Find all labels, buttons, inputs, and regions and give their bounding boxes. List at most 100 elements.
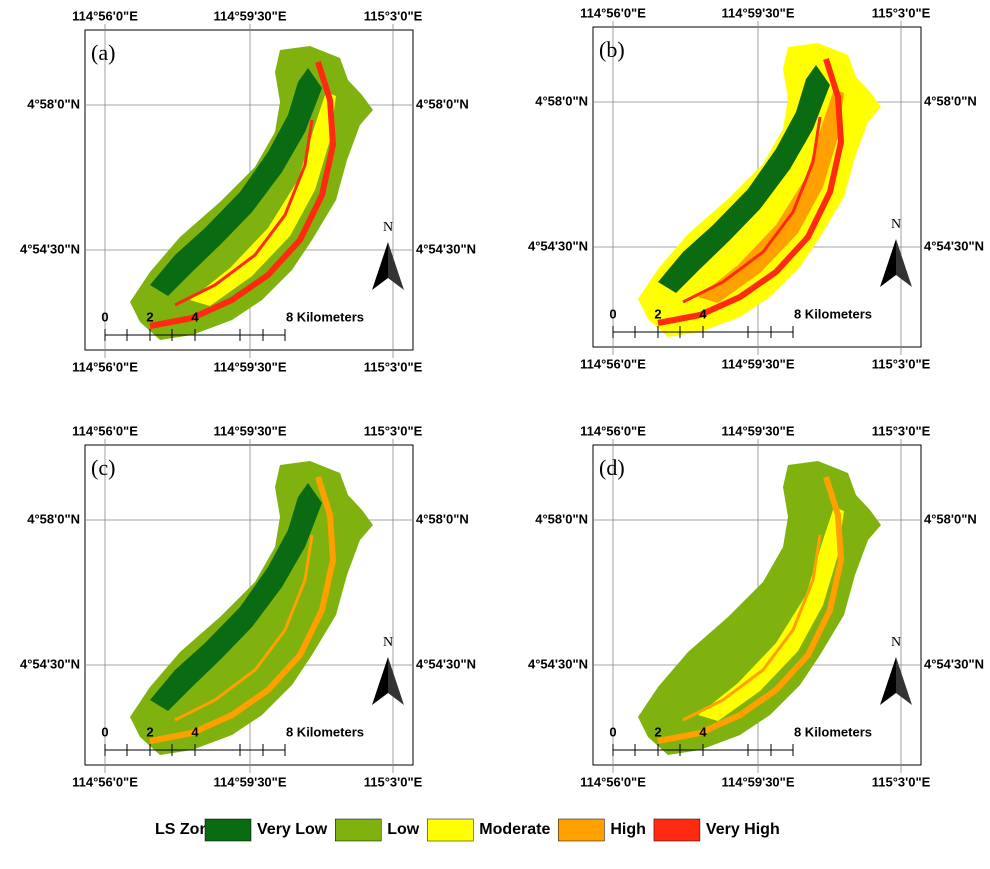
longitude-label: 114°56'0"E — [580, 774, 646, 789]
panel-label: (b) — [599, 37, 625, 62]
zone-area — [150, 483, 322, 711]
longitude-label: 114°56'0"E — [72, 359, 138, 374]
zone-area — [698, 507, 844, 721]
legend-swatch — [204, 818, 252, 842]
longitude-label: 114°59'30"E — [721, 5, 794, 20]
latitude-label: 4°58'0"N — [27, 96, 80, 111]
map-panel: 114°56'0"E 114°56'0"E 114°59'30"E 114°59'30… — [20, 8, 476, 374]
map-panel: 114°56'0"E 114°56'0"E 114°59'30"E 114°59'30… — [20, 423, 476, 789]
zone-area — [150, 68, 322, 296]
north-arrow — [372, 242, 388, 290]
latitude-label: 4°54'30"N — [416, 241, 476, 256]
longitude-label: 115°3'0"E — [872, 356, 931, 371]
longitude-label: 114°56'0"E — [580, 423, 646, 438]
longitude-label: 114°59'30"E — [721, 774, 794, 789]
map-panel: 114°56'0"E 114°56'0"E 114°59'30"E 114°59'30… — [528, 5, 984, 371]
longitude-label: 114°59'30"E — [721, 423, 794, 438]
panel-label: (c) — [91, 455, 115, 480]
north-label: N — [383, 220, 393, 235]
scale-label: 8 Kilometers — [286, 724, 364, 739]
legend-swatch — [558, 818, 605, 842]
latitude-label: 4°54'30"N — [924, 238, 984, 253]
longitude-label: 114°56'0"E — [580, 356, 646, 371]
panel-label: (d) — [599, 455, 625, 480]
scale-label: 2 — [146, 309, 153, 324]
scale-label: 2 — [146, 724, 153, 739]
longitude-label: 114°59'30"E — [213, 423, 286, 438]
scale-label: 2 — [654, 724, 661, 739]
zone-area — [682, 116, 822, 304]
map-frame — [84, 29, 414, 351]
zone-area — [190, 92, 336, 306]
legend-label: Moderate — [479, 821, 550, 838]
longitude-label: 114°59'30"E — [721, 356, 794, 371]
legend-swatch — [335, 818, 382, 842]
longitude-label: 114°59'30"E — [213, 359, 286, 374]
zone-area — [657, 58, 844, 326]
map-panel: 114°56'0"E 114°56'0"E 114°59'30"E 114°59'30… — [528, 423, 984, 789]
legend-label: High — [610, 821, 646, 838]
longitude-label: 115°3'0"E — [364, 359, 423, 374]
scale-label: 8 Kilometers — [286, 309, 364, 324]
longitude-label: 115°3'0"E — [872, 423, 931, 438]
map-frame — [592, 444, 922, 766]
longitude-label: 114°59'30"E — [213, 774, 286, 789]
latitude-label: 4°58'0"N — [27, 511, 80, 526]
longitude-label: 114°56'0"E — [72, 8, 138, 23]
scale-label: 4 — [699, 724, 707, 739]
north-arrow — [372, 657, 388, 705]
latitude-label: 4°54'30"N — [528, 656, 588, 671]
north-arrow — [896, 239, 912, 287]
north-arrow — [880, 657, 896, 705]
longitude-label: 115°3'0"E — [364, 774, 423, 789]
panel-label: (a) — [91, 40, 115, 65]
scale-label: 0 — [609, 724, 616, 739]
zone-area — [682, 534, 822, 722]
north-label: N — [383, 635, 393, 650]
longitude-label: 114°56'0"E — [72, 423, 138, 438]
latitude-label: 4°58'0"N — [924, 93, 977, 108]
zone-area — [657, 476, 844, 744]
north-label: N — [891, 635, 901, 650]
scale-label: 0 — [609, 306, 616, 321]
longitude-label: 115°3'0"E — [364, 8, 423, 23]
legend-label: Very High — [706, 821, 780, 838]
zone-area — [658, 483, 830, 711]
scale-label: 4 — [699, 306, 707, 321]
legend-swatch — [653, 818, 701, 842]
north-arrow — [896, 657, 912, 705]
north-label: N — [891, 217, 901, 232]
scale-label: 2 — [654, 306, 661, 321]
scale-label: 8 Kilometers — [794, 306, 872, 321]
zone-area — [149, 61, 336, 329]
legend-label: Low — [387, 821, 420, 838]
zone-area — [698, 89, 844, 303]
north-arrow — [880, 239, 896, 287]
latitude-label: 4°54'30"N — [924, 656, 984, 671]
legend-title: LS Zone — [155, 821, 218, 838]
longitude-label: 115°3'0"E — [872, 774, 931, 789]
zone-area — [174, 534, 314, 722]
north-arrow — [388, 242, 404, 290]
map-frame — [84, 444, 414, 766]
legend-swatch — [427, 818, 474, 842]
legend-label: Very Low — [257, 821, 328, 838]
scale-label: 0 — [101, 309, 108, 324]
latitude-label: 4°54'30"N — [20, 656, 80, 671]
scale-label: 8 Kilometers — [794, 724, 872, 739]
longitude-label: 115°3'0"E — [364, 423, 423, 438]
scale-label: 0 — [101, 724, 108, 739]
zone-area — [190, 507, 336, 721]
latitude-label: 4°58'0"N — [416, 511, 469, 526]
zone-area — [149, 476, 336, 744]
latitude-label: 4°58'0"N — [416, 96, 469, 111]
longitude-label: 114°59'30"E — [213, 8, 286, 23]
zone-area — [658, 65, 830, 293]
zone-area — [174, 119, 314, 307]
longitude-label: 114°56'0"E — [72, 774, 138, 789]
map-frame — [592, 26, 922, 348]
scale-label: 4 — [191, 724, 199, 739]
latitude-label: 4°54'30"N — [416, 656, 476, 671]
longitude-label: 114°56'0"E — [580, 5, 646, 20]
